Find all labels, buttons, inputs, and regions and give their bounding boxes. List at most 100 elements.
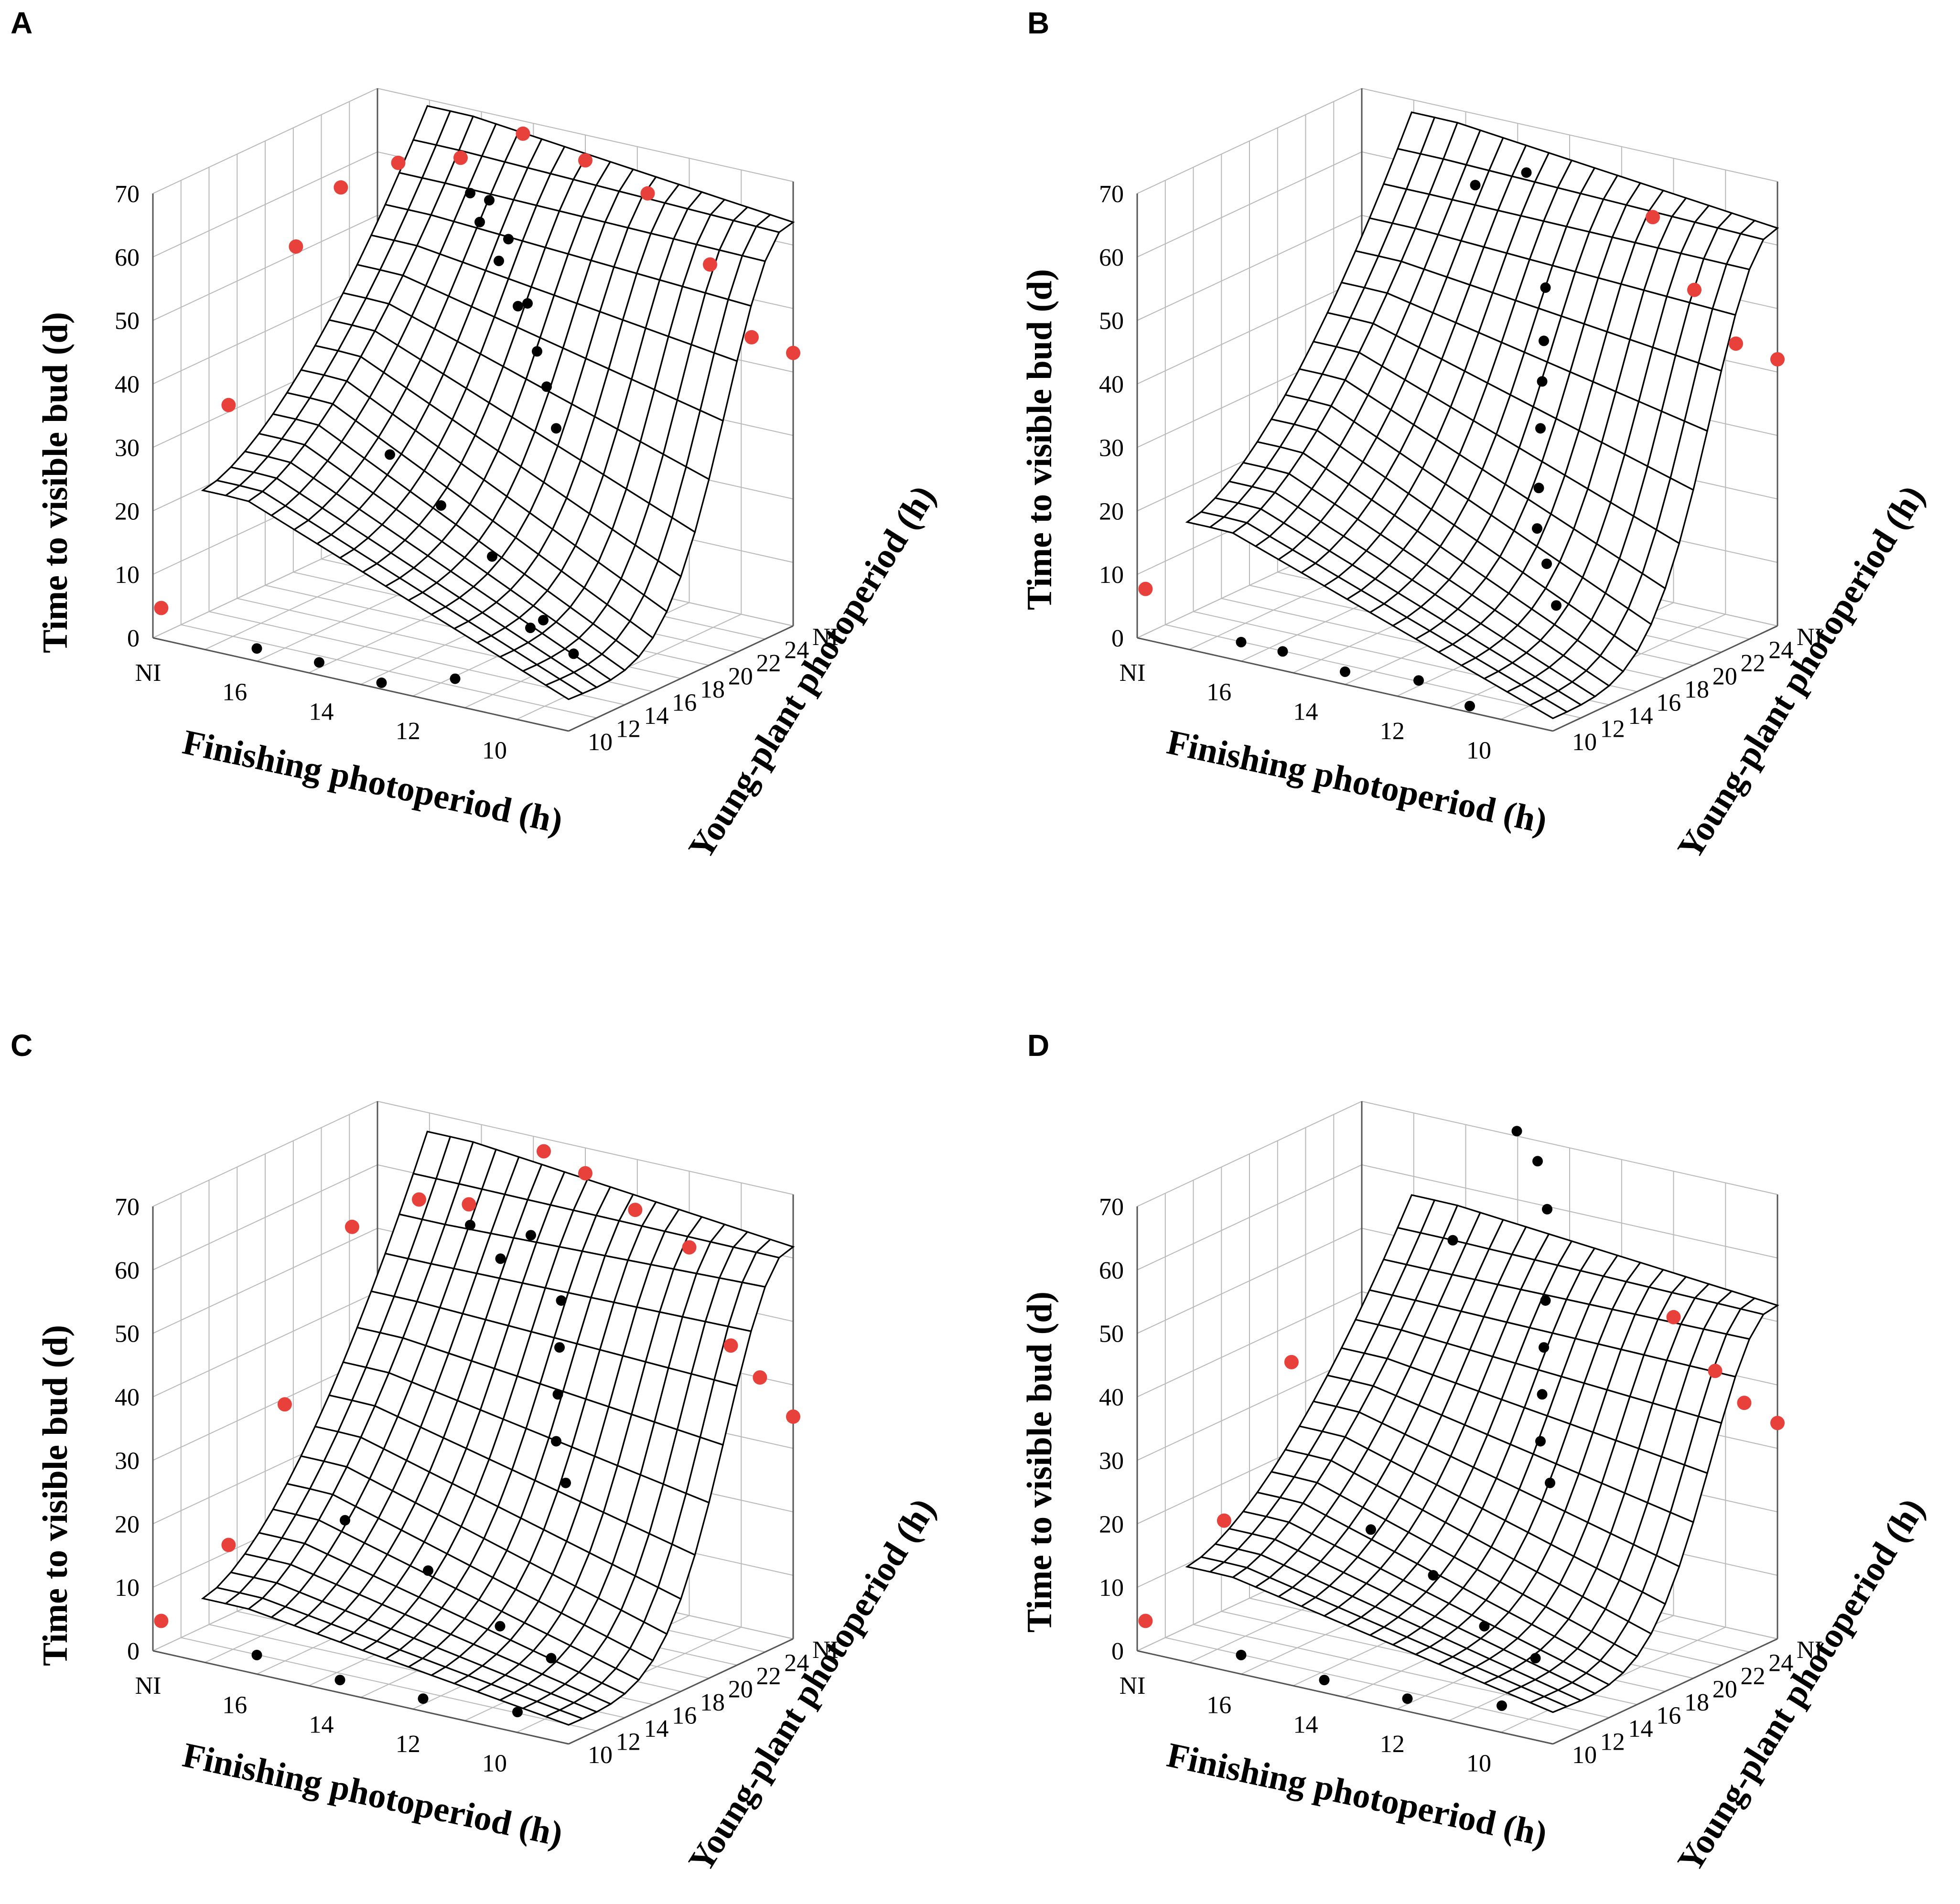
y-tick-label: NI — [812, 1636, 839, 1664]
surface-cell-fill — [1352, 1583, 1389, 1607]
surface-cell-fill — [1518, 1624, 1555, 1650]
surface-cell-fill — [1229, 1511, 1266, 1534]
surface-cell-fill — [546, 1710, 583, 1725]
surface-cell-fill — [714, 1326, 751, 1386]
surface-cell-fill — [254, 1559, 291, 1583]
surface-cell-fill — [1233, 523, 1270, 547]
surface-cell-fill — [728, 1282, 765, 1332]
surface-cell-fill — [1396, 1366, 1433, 1406]
surface-cell-fill — [1573, 1522, 1611, 1569]
surface-cell-fill — [440, 221, 477, 262]
z-tick-label: 20 — [1099, 1511, 1124, 1538]
surface-cell-fill — [368, 525, 405, 553]
surface-cell-fill — [258, 1509, 296, 1538]
surface-cell-fill — [1515, 1327, 1553, 1370]
surface-cell-fill — [1369, 1259, 1407, 1295]
surface-cell-fill — [1612, 205, 1649, 243]
surface-cell-fill — [1361, 1606, 1398, 1627]
surface-cell-fill — [1507, 1289, 1544, 1328]
surface-cell-fill — [528, 139, 565, 174]
surface-cell-fill — [1570, 323, 1607, 382]
y-tick-label: 10 — [588, 729, 613, 756]
observed-point — [474, 216, 485, 227]
surface-cell-fill — [319, 404, 356, 442]
surface-cell-fill — [399, 1638, 437, 1658]
surface-cell-fill — [1588, 1483, 1625, 1534]
surface-cell-fill — [505, 131, 542, 168]
observed-point — [484, 195, 495, 206]
surface-cell-fill — [1528, 1500, 1565, 1545]
surface-cell-fill — [1299, 1401, 1336, 1431]
surface-cell-fill — [529, 1529, 567, 1574]
z-tick-label: 60 — [1099, 244, 1124, 271]
surface-cell-fill — [1698, 309, 1735, 371]
surface-cell-fill — [568, 1251, 605, 1298]
surface-cell-fill — [1463, 541, 1500, 578]
observed-point — [568, 648, 579, 659]
surface-cell-fill — [1510, 352, 1548, 407]
surface-cell-fill — [658, 517, 695, 577]
surface-cell-fill — [519, 606, 556, 634]
surface-cell-fill — [1507, 685, 1544, 705]
y-tick-label: 10 — [1572, 1742, 1597, 1769]
no-flowering-point — [277, 1397, 292, 1412]
surface-cell-fill — [1294, 400, 1331, 430]
surface-cell-fill — [1443, 609, 1481, 635]
surface-cell-fill — [565, 1672, 602, 1694]
surface-cell-fill — [517, 287, 554, 338]
no-flowering-point — [1770, 1416, 1785, 1431]
surface-cell-fill — [719, 1247, 756, 1282]
observed-point — [541, 381, 552, 392]
surface-cell-fill — [1383, 149, 1421, 189]
surface-cell-fill — [573, 664, 611, 688]
surface-cell-fill — [691, 1322, 728, 1380]
surface-cell-fill — [489, 1419, 526, 1470]
surface-cell-fill — [482, 602, 519, 628]
surface-cell-fill — [385, 172, 422, 210]
surface-cell-fill — [403, 1302, 440, 1346]
surface-cell-fill — [1551, 1511, 1588, 1557]
surface-cell-fill — [1561, 1338, 1598, 1383]
observed-point — [1535, 423, 1546, 434]
surface-cell-fill — [494, 279, 531, 328]
surface-cell-fill — [1633, 1503, 1670, 1556]
surface-cell-fill — [579, 624, 616, 655]
surface-cell-fill — [1598, 237, 1635, 284]
surface-cell-fill — [1521, 677, 1558, 699]
surface-cell-fill — [350, 458, 388, 494]
y-tick-label: 16 — [672, 689, 697, 717]
surface-cell-fill — [271, 1606, 309, 1626]
surface-cell-fill — [1475, 1249, 1512, 1285]
y-tick-label: 14 — [1628, 1715, 1653, 1743]
surface-cell-fill — [1489, 1649, 1527, 1669]
surface-cell-fill — [310, 375, 347, 404]
no-flowering-point — [289, 239, 303, 254]
surface-cell-fill — [476, 1233, 514, 1279]
surface-cell-fill — [1378, 223, 1415, 262]
surface-cell-fill — [1535, 152, 1572, 188]
surface-cell-fill — [429, 1438, 466, 1484]
no-flowering-point — [334, 180, 348, 195]
z-tick-label: 0 — [1111, 1638, 1124, 1665]
surface-cell-fill — [496, 590, 534, 618]
surface-cell-fill — [285, 493, 323, 520]
surface-cell-fill — [508, 1283, 546, 1332]
surface-cell-fill — [417, 1264, 454, 1308]
panel-d-z-axis-title: Time to visible bud (d) — [1020, 1291, 1059, 1633]
surface-cell-fill — [1493, 1322, 1530, 1364]
surface-cell-fill — [445, 598, 483, 622]
surface-cell-fill — [1384, 1617, 1421, 1637]
surface-cell-fill — [1266, 1497, 1303, 1522]
surface-cell-fill — [364, 437, 401, 475]
surface-cell-fill — [1684, 363, 1722, 431]
y-tick-label: 18 — [700, 1689, 725, 1716]
z-tick-label: 70 — [1099, 1194, 1124, 1221]
z-tick-label: 60 — [1099, 1257, 1124, 1284]
surface-cell-fill — [399, 140, 436, 178]
surface-cell-fill — [1588, 442, 1625, 503]
surface-cell-fill — [1357, 500, 1395, 535]
y-tick-label: 16 — [1656, 689, 1681, 717]
surface-cell-fill — [1625, 401, 1662, 466]
surface-cell-fill — [1487, 342, 1525, 395]
surface-cell-fill — [1615, 1396, 1653, 1449]
